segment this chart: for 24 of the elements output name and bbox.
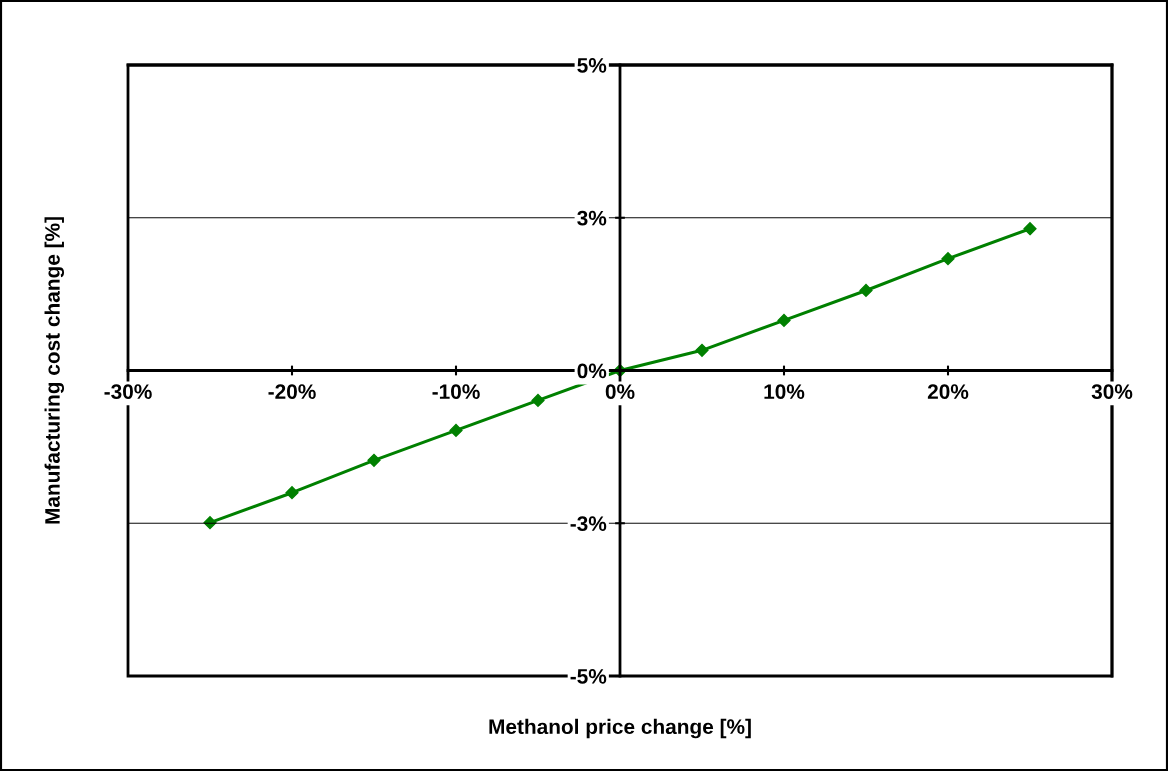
- y-tick-label: -3%: [570, 516, 607, 532]
- point: [859, 283, 873, 298]
- x-tick-label: -20%: [268, 384, 316, 399]
- point: [1023, 222, 1037, 236]
- point: [367, 453, 381, 467]
- y-tick-label: 3%: [577, 210, 607, 226]
- x-tick-label: 10%: [764, 384, 805, 399]
- x-tick-label: 20%: [927, 384, 969, 399]
- point: [449, 423, 463, 437]
- x-tick-label: 30%: [1091, 384, 1133, 400]
- point: [941, 252, 955, 266]
- y-tick-label: 5%: [577, 58, 607, 73]
- x-tick-label: 0%: [605, 384, 635, 399]
- y-tick-label: -5%: [570, 669, 607, 684]
- point: [203, 516, 217, 530]
- x-tick-label: -10%: [432, 384, 480, 399]
- point: [531, 393, 545, 408]
- x-axis-title: Methanol price change [%]: [489, 718, 751, 739]
- y-axis-title: Manufacturing cost change [%]: [44, 217, 65, 524]
- y-tick-label: 0%: [577, 363, 607, 379]
- point: [777, 313, 791, 327]
- point: [285, 486, 299, 500]
- x-tick-label: -30%: [104, 384, 152, 400]
- point: [695, 343, 709, 357]
